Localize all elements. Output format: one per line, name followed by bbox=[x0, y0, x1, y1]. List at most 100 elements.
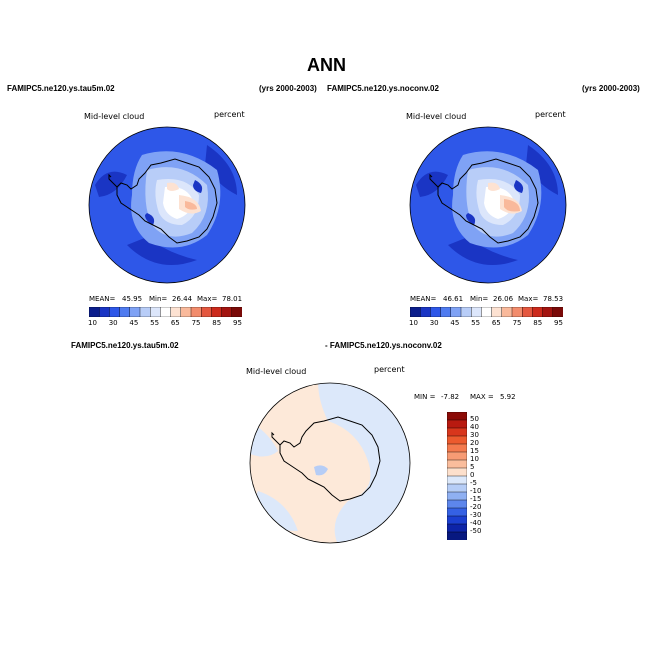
colorbar-swatch bbox=[89, 307, 100, 317]
panel2-colorbar bbox=[410, 307, 563, 317]
panel2-max-value: 78.53 bbox=[543, 295, 564, 303]
colorbar-swatch bbox=[419, 307, 431, 317]
panel2-case-name: FAMIPC5.ne120.ys.noconv.02 bbox=[327, 84, 439, 93]
colorbar-tick-label: 45 bbox=[450, 319, 460, 327]
colorbar-swatch bbox=[221, 307, 233, 317]
panel1-min-value: 26.44 bbox=[172, 295, 193, 303]
colorbar-swatch bbox=[552, 307, 563, 317]
colorbar-swatch bbox=[170, 307, 182, 317]
colorbar-swatch bbox=[129, 307, 141, 317]
colorbar-swatch bbox=[447, 483, 467, 493]
colorbar-tick-label: -50 bbox=[470, 527, 482, 535]
colorbar-swatch bbox=[447, 419, 467, 429]
colorbar-swatch bbox=[521, 307, 533, 317]
colorbar-swatch bbox=[447, 475, 467, 485]
colorbar-tick-label: -20 bbox=[470, 503, 482, 511]
map-field-warm2 bbox=[185, 201, 197, 210]
colorbar-tick-label: 95 bbox=[554, 319, 563, 327]
diff-variable-label: Mid-level cloud bbox=[246, 367, 307, 376]
coastline bbox=[116, 158, 218, 244]
colorbar-swatch bbox=[211, 307, 223, 317]
colorbar-tick-label: -5 bbox=[470, 479, 477, 487]
colorbar-swatch bbox=[501, 307, 513, 317]
colorbar-tick-label: 30 bbox=[429, 319, 439, 327]
peninsula bbox=[271, 431, 281, 446]
diff-case-b: - FAMIPC5.ne120.ys.noconv.02 bbox=[325, 341, 442, 350]
coastline bbox=[279, 416, 381, 502]
colorbar-tick-label: 75 bbox=[512, 319, 522, 327]
map-field-dark-spot bbox=[145, 180, 203, 225]
diff-min-value: -7.82 bbox=[441, 393, 460, 401]
panel2-variable-label: Mid-level cloud bbox=[406, 112, 467, 121]
colorbar-swatch bbox=[139, 307, 151, 317]
colorbar-swatch bbox=[410, 307, 421, 317]
colorbar-swatch bbox=[160, 307, 172, 317]
panel1-colorbar bbox=[89, 307, 242, 317]
figure-title: ANN bbox=[307, 55, 346, 75]
diff-max-label: MAX = bbox=[470, 393, 494, 401]
colorbar-swatch bbox=[447, 451, 467, 461]
colorbar-swatch bbox=[447, 443, 467, 453]
panel2-units-label: percent bbox=[535, 110, 566, 119]
map-field-dark-spot bbox=[466, 180, 524, 225]
colorbar-tick-label: 45 bbox=[129, 319, 139, 327]
panel1-units-label: percent bbox=[214, 110, 245, 119]
panel2-years: (yrs 2000-2003) bbox=[582, 84, 640, 93]
colorbar-tick-label: 15 bbox=[470, 447, 479, 455]
colorbar-tick-label: 30 bbox=[470, 431, 479, 439]
diff-field-pos-patch bbox=[332, 439, 354, 458]
colorbar-swatch bbox=[150, 307, 161, 317]
colorbar-swatch bbox=[447, 531, 467, 540]
panel2-max-label: Max= bbox=[518, 295, 539, 303]
colorbar-swatch bbox=[430, 307, 442, 317]
diff-field-neg bbox=[318, 383, 410, 543]
colorbar-tick-label: 30 bbox=[108, 319, 118, 327]
map-field-warm2 bbox=[504, 199, 520, 212]
colorbar-swatch bbox=[180, 307, 192, 317]
panel2-min-value: 26.06 bbox=[493, 295, 514, 303]
diff-units-label: percent bbox=[374, 365, 405, 374]
colorbar-tick-label: -10 bbox=[470, 487, 482, 495]
panel2-polar-map bbox=[409, 126, 567, 284]
colorbar-tick-label: 85 bbox=[212, 319, 222, 327]
colorbar-swatch bbox=[447, 499, 467, 509]
diff-min-label: MIN = bbox=[414, 393, 436, 401]
colorbar-swatch bbox=[98, 307, 110, 317]
colorbar-tick-label: 0 bbox=[470, 471, 475, 479]
panel1-polar-map bbox=[88, 126, 246, 284]
colorbar-swatch bbox=[190, 307, 202, 317]
colorbar-swatch bbox=[460, 307, 472, 317]
panel1-case-name: FAMIPC5.ne120.ys.tau5m.02 bbox=[7, 84, 115, 93]
panel1-min-label: Min= bbox=[149, 295, 168, 303]
colorbar-tick-label: 55 bbox=[150, 319, 160, 327]
colorbar-tick-label: 10 bbox=[470, 455, 479, 463]
colorbar-swatch bbox=[200, 307, 212, 317]
colorbar-swatch bbox=[532, 307, 544, 317]
colorbar-swatch bbox=[109, 307, 121, 317]
colorbar-swatch bbox=[440, 307, 452, 317]
peninsula bbox=[429, 173, 439, 188]
colorbar-tick-label: 95 bbox=[233, 319, 242, 327]
colorbar-swatch bbox=[231, 307, 242, 317]
colorbar-tick-label: 50 bbox=[470, 415, 479, 423]
diff-colorbar bbox=[447, 412, 467, 540]
colorbar-swatch bbox=[481, 307, 493, 317]
colorbar-tick-label: -30 bbox=[470, 511, 482, 519]
colorbar-swatch bbox=[447, 467, 467, 477]
colorbar-tick-label: 85 bbox=[533, 319, 543, 327]
colorbar-tick-label: 65 bbox=[170, 319, 180, 327]
colorbar-swatch bbox=[447, 412, 467, 421]
panel1-max-value: 78.01 bbox=[222, 295, 243, 303]
diff-max-value: 5.92 bbox=[500, 393, 516, 401]
coastline bbox=[437, 158, 539, 244]
colorbar-swatch bbox=[447, 491, 467, 501]
panel1-variable-label: Mid-level cloud bbox=[84, 112, 145, 121]
diff-case-a: FAMIPC5.ne120.ys.tau5m.02 bbox=[71, 341, 179, 350]
colorbar-swatch bbox=[447, 435, 467, 445]
colorbar-swatch bbox=[447, 459, 467, 469]
panel2-mean-value: 46.61 bbox=[443, 295, 464, 303]
colorbar-swatch bbox=[511, 307, 523, 317]
colorbar-tick-label: -40 bbox=[470, 519, 482, 527]
colorbar-swatch bbox=[119, 307, 131, 317]
colorbar-swatch bbox=[542, 307, 554, 317]
